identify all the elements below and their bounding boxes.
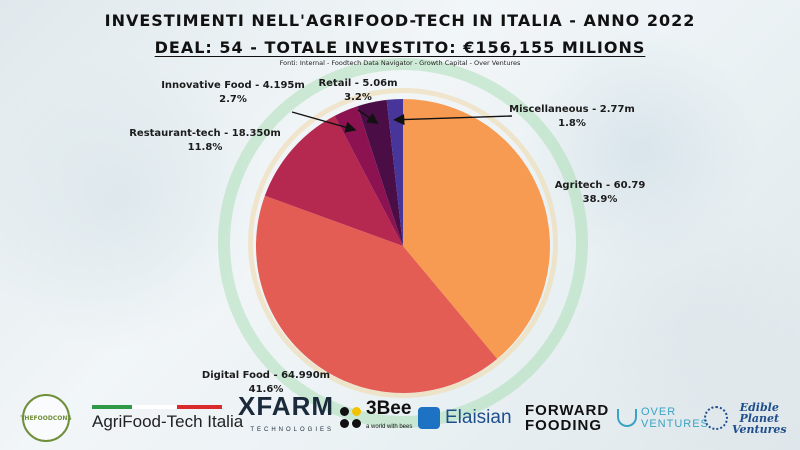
edible-text: Edible: [739, 400, 779, 414]
3bee-logo: 3Bee a world with bees: [340, 392, 412, 444]
xfarm-subtext: TECHNOLOGIES: [250, 427, 334, 433]
pie-label-2: Digital Food - 64.990m 41.6%: [202, 370, 330, 395]
over-ventures-icon: [617, 409, 637, 427]
agrifood-tech-italia-logo: AgriFood-Tech Italia: [92, 392, 243, 444]
italian-flag-bar: [92, 404, 232, 409]
pie-slice-1: [403, 99, 550, 359]
3bee-subtext: a world with bees: [366, 424, 413, 430]
pie-label-3: Restaurant-tech - 18.350m 11.8%: [129, 128, 281, 153]
source-note: Fonti: Internal - Foodtech Data Navigato…: [279, 59, 521, 67]
over-ventures-logo: OVER VENTURES: [617, 392, 709, 444]
partner-logos: THEFOODCONS AgriFood-Tech Italia XFARM TE…: [0, 392, 800, 444]
agrifood-tech-italia-text: AgriFood-Tech Italia: [92, 411, 244, 431]
pie-slice-5: [357, 99, 403, 246]
pie-slice-2: [256, 195, 498, 393]
thefoodcons-seal: THEFOODCONS: [20, 394, 72, 442]
title-line1: INVESTIMENTI NELL'AGRIFOOD-TECH IN ITALI…: [104, 11, 696, 30]
pie-slice-4: [334, 106, 403, 246]
elaisian-logo: Elaisian: [418, 392, 512, 444]
pie-label-4: Innovative Food - 4.195m 2.7%: [161, 80, 305, 105]
title-line2: DEAL: 54 - TOTALE INVESTITO: €156,155 MI…: [154, 38, 646, 57]
3bee-dots-icon: [340, 407, 362, 429]
elaisian-icon: [418, 407, 440, 429]
pie-label-5: Retail - 5.06m 3.2%: [318, 78, 397, 103]
forward-fooding-logo: FORWARD FOODING: [525, 392, 609, 444]
elaisian-text: Elaisian: [445, 407, 512, 428]
forward-text: FORWARD: [525, 402, 610, 419]
fooding-text: FOODING: [525, 417, 602, 434]
pie-label-arrow-4: [291, 111, 357, 133]
xfarm-text: XFARM: [238, 391, 334, 421]
edible-planet-ventures-logo: Edible Planet Ventures: [704, 392, 787, 444]
pie-label-6: Miscellaneous - 2.77m 1.8%: [509, 104, 635, 129]
pie-label-arrow-5: [357, 109, 379, 125]
over-text: OVER: [641, 406, 677, 418]
thefoodcons-logo: THEFOODCONS: [20, 392, 72, 444]
ventures-text: VENTURES: [641, 418, 709, 430]
planet-text: Planet: [739, 411, 780, 425]
pie-slice-6: [386, 99, 403, 246]
3bee-text: 3Bee: [366, 398, 412, 419]
pie-slice-3: [264, 115, 403, 246]
decorative-inner-ring: [248, 88, 558, 398]
xfarm-logo: XFARM TECHNOLOGIES: [238, 392, 334, 444]
edible-planet-icon: [704, 406, 728, 430]
pie-label-1: Agritech - 60.79 38.9%: [555, 180, 646, 205]
ventures-text-2: Ventures: [732, 422, 787, 436]
pie-label-arrow-6: [393, 113, 513, 126]
